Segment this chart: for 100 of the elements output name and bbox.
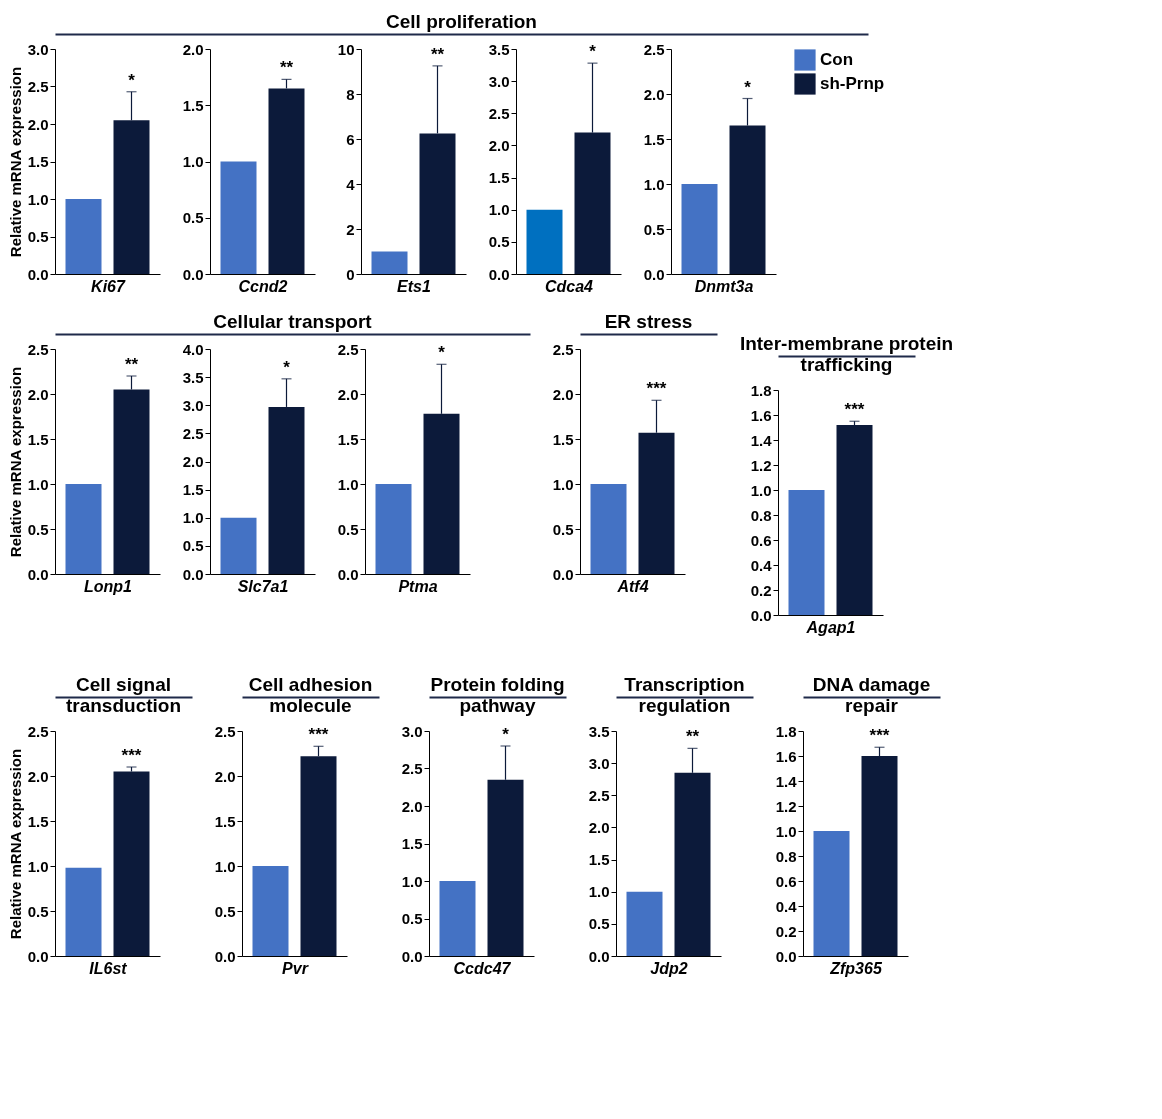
y-tick-label: 6	[346, 130, 355, 148]
x-axis-title: Lonp1	[84, 577, 133, 595]
y-tick-label: 2.5	[588, 786, 610, 804]
x-axis-title: Ccnd2	[238, 277, 288, 295]
y-tick-label: 1.6	[775, 747, 797, 765]
annotation: *	[589, 42, 597, 62]
text: Inter-membrane protein trafficking	[739, 333, 954, 375]
y-tick-label: 2.0	[588, 818, 610, 836]
y-tick-label: 0.8	[775, 847, 797, 865]
annotation: *	[283, 357, 291, 377]
y-tick-label: 0.5	[27, 902, 49, 920]
x-axis-title: Dnmt3a	[694, 277, 754, 295]
y-tick-label: 1.8	[750, 381, 772, 399]
y-tick-label: 0.0	[214, 947, 236, 965]
y-tick-label: 1.2	[775, 797, 797, 815]
y-tick-label: 0.0	[750, 606, 772, 624]
y-tick-label: 2	[346, 220, 355, 238]
y-tick-label: 1.0	[214, 857, 236, 875]
y-tick-label: 4.0	[182, 340, 204, 358]
annotation: *	[744, 77, 752, 97]
y-tick-label: 2.0	[488, 136, 510, 154]
y-tick-label: 2.0	[214, 767, 236, 785]
y-tick-label: 1.5	[588, 851, 610, 869]
text: Cell adhesion molecule	[248, 674, 373, 716]
annotation: ***	[308, 725, 329, 745]
y-tick-label: 1.0	[750, 481, 772, 499]
y-tick-label: 2.0	[337, 385, 359, 403]
x-axis-title: Cdca4	[544, 277, 594, 295]
y-tick-label: 2.0	[552, 385, 574, 403]
y-tick-label: 1.0	[552, 475, 574, 493]
y-tick-label: 0.5	[182, 209, 204, 227]
y-axis-title: Relative mRNA expression	[6, 366, 24, 558]
y-tick-label: 3.0	[588, 754, 610, 772]
y-tick-label: 2.0	[182, 453, 204, 470]
y-tick-label: 1.0	[27, 475, 49, 493]
x-axis-title: Zfp365	[829, 959, 883, 977]
annotation: **	[430, 44, 445, 64]
x-axis-title: Atf4	[616, 577, 649, 595]
y-tick-label: 3.5	[588, 722, 610, 740]
y-tick-label: 4	[346, 175, 356, 193]
y-tick-label: 0	[346, 265, 355, 283]
y-tick-label: 2.0	[182, 40, 204, 58]
y-tick-label: 0.6	[775, 872, 797, 890]
y-tick-label: 0.5	[337, 520, 359, 538]
y-tick-label: 0.5	[488, 233, 510, 251]
y-tick-label: 1.5	[27, 153, 49, 170]
y-tick-label: 2.5	[27, 78, 49, 95]
y-tick-label: 0.0	[643, 265, 665, 283]
text: ER stress	[604, 311, 693, 332]
y-tick-label: 0.5	[27, 228, 49, 245]
x-axis-title: Slc7a1	[237, 577, 289, 595]
y-tick-label: 1.5	[488, 169, 510, 187]
y-tick-label: 1.0	[27, 857, 49, 875]
y-tick-label: 0.0	[775, 947, 797, 965]
text: Protein folding pathway	[430, 674, 565, 716]
y-axis-title: Relative mRNA expression	[6, 66, 24, 258]
y-tick-label: 1.4	[775, 772, 798, 790]
y-tick-label: 1.5	[401, 835, 423, 852]
y-tick-label: 0.5	[214, 902, 236, 920]
y-tick-label: 2.5	[552, 340, 574, 358]
y-tick-label: 1.5	[27, 430, 49, 448]
text: DNA damage repair	[812, 674, 931, 716]
y-tick-label: 2.5	[27, 722, 49, 740]
annotation: **	[279, 58, 294, 78]
y-tick-label: 1.0	[488, 201, 510, 219]
y-tick-label: 0.4	[775, 897, 798, 915]
text: Cell signal transduction	[65, 674, 182, 716]
y-tick-label: 0.4	[750, 556, 773, 574]
y-tick-label: 2.5	[27, 340, 49, 358]
y-tick-label: 2.0	[401, 797, 423, 815]
y-tick-label: 1.0	[775, 822, 797, 840]
y-tick-label: 2.0	[27, 767, 49, 785]
text: Cellular transport	[213, 311, 373, 332]
legend-label: sh-Prnp	[820, 74, 885, 93]
y-tick-label: 2.5	[401, 760, 423, 777]
y-tick-label: 8	[346, 85, 355, 103]
y-tick-label: 0.0	[182, 265, 204, 283]
x-axis-title: Ptma	[398, 577, 438, 595]
y-tick-label: 2.0	[27, 115, 49, 133]
y-tick-label: 0.6	[750, 531, 772, 549]
y-tick-label: 3.5	[488, 40, 510, 58]
y-tick-label: 0.2	[775, 922, 797, 940]
x-axis-title: Agap1	[805, 618, 856, 636]
annotation: *	[502, 725, 510, 744]
y-tick-label: 2.5	[488, 104, 510, 122]
y-tick-label: 10	[337, 40, 355, 58]
annotation: ***	[121, 746, 142, 765]
y-tick-label: 0.0	[488, 265, 510, 283]
y-tick-label: 0.5	[27, 520, 49, 538]
y-tick-label: 0.8	[750, 506, 772, 524]
y-tick-label: 0.0	[27, 947, 49, 965]
annotation: ***	[844, 400, 865, 420]
text: Transcription regulation	[624, 674, 745, 716]
y-tick-label: 1.5	[182, 96, 204, 114]
x-axis-title: Pvr	[282, 959, 309, 977]
y-tick-label: 0.5	[552, 520, 574, 538]
y-tick-label: 0.0	[337, 565, 359, 583]
y-tick-label: 0.5	[643, 220, 665, 238]
y-tick-label: 3.0	[401, 722, 423, 740]
y-tick-label: 0.5	[182, 537, 204, 555]
